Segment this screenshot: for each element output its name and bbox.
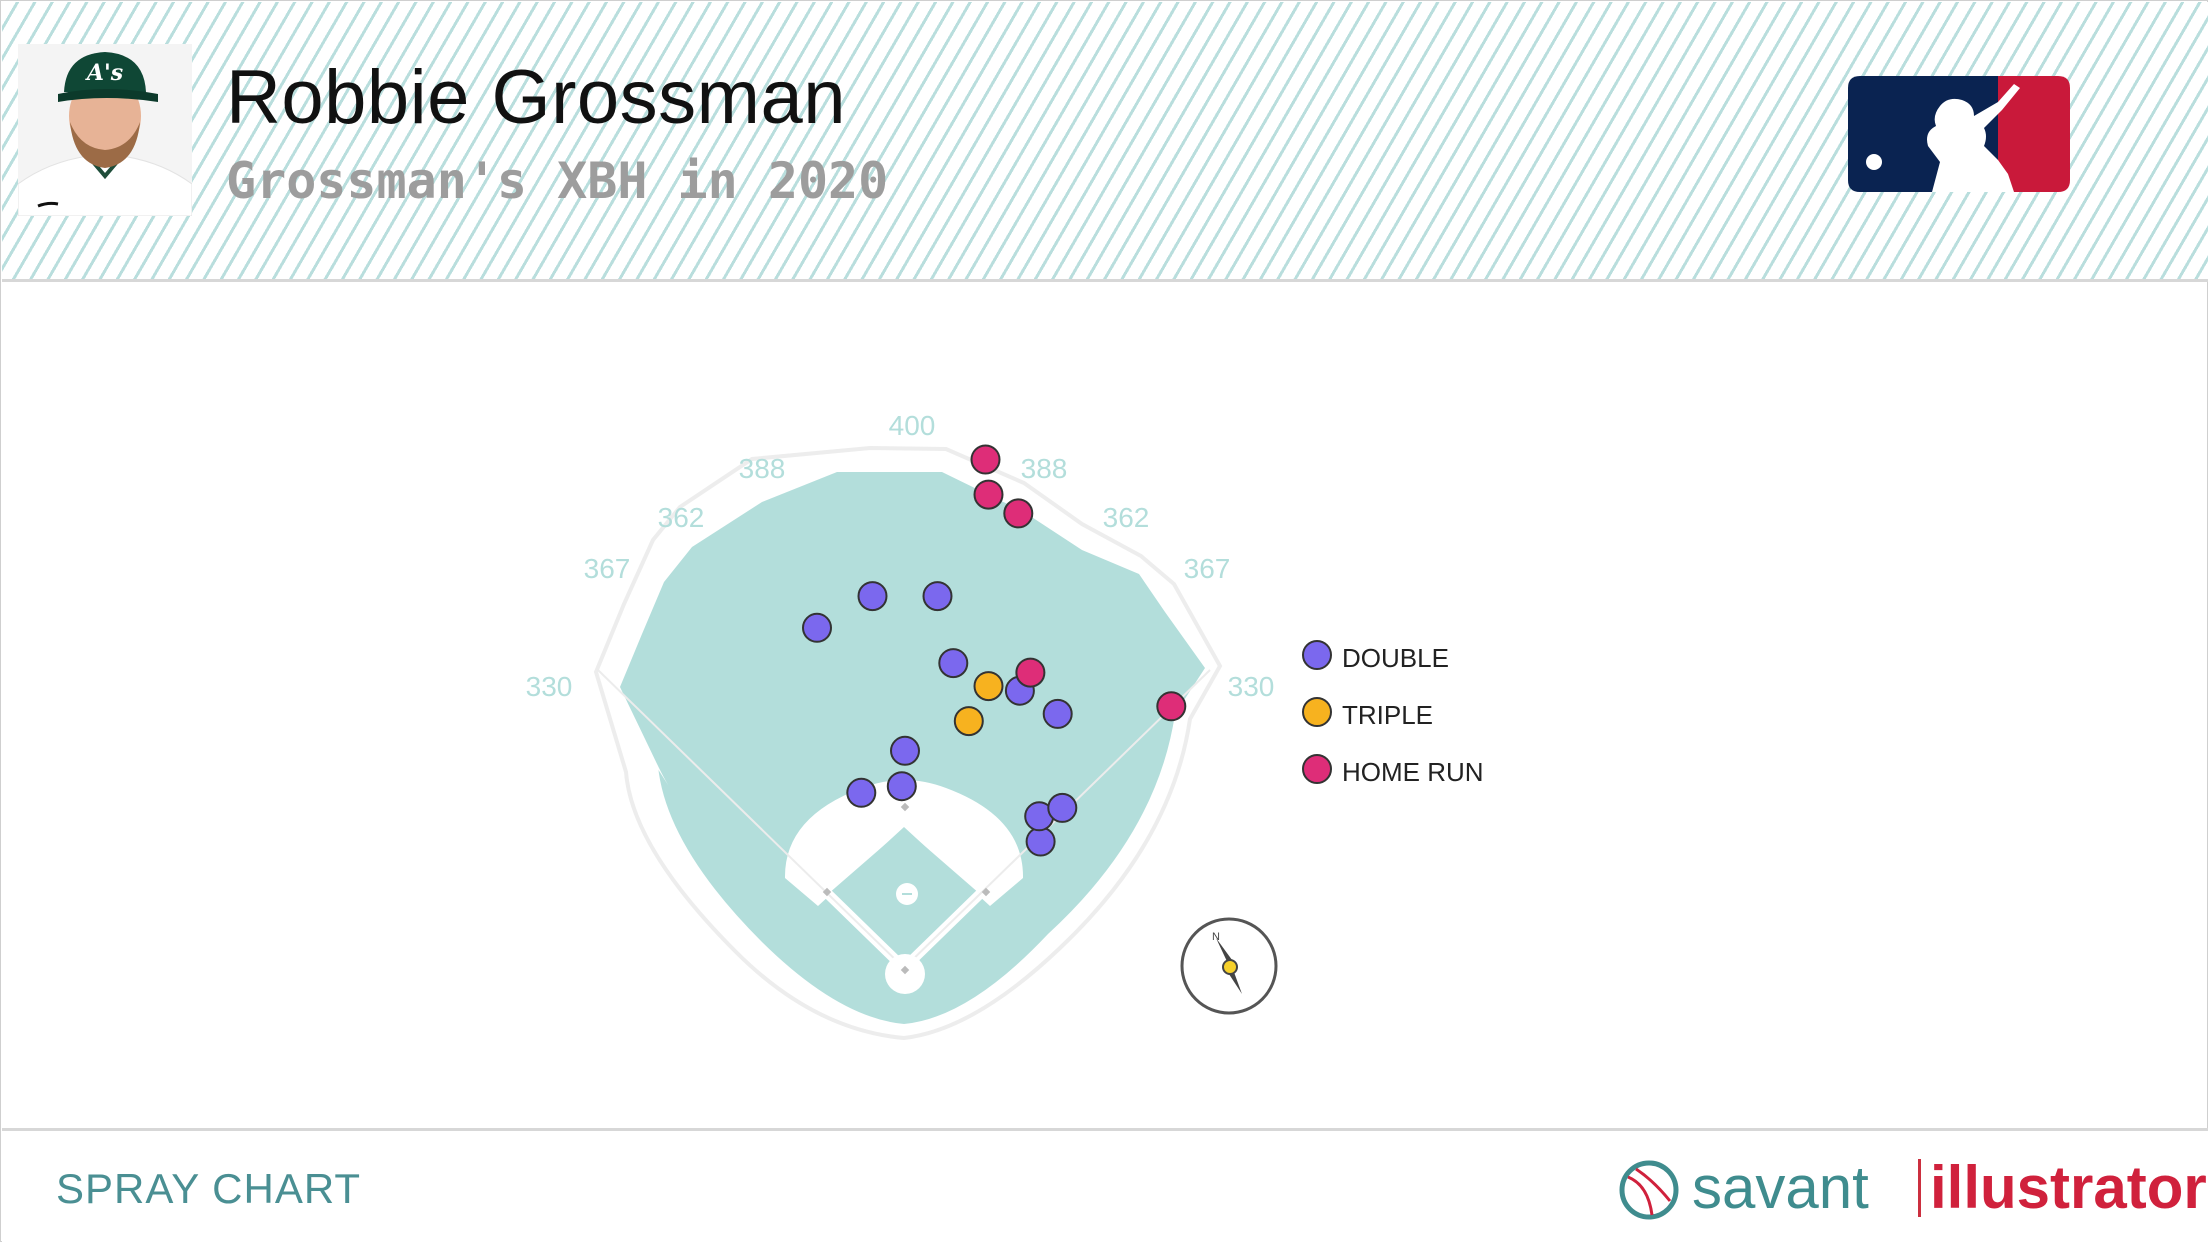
legend-swatch-triple [1302, 697, 1332, 727]
distance-label: 367 [1184, 553, 1231, 584]
svg-text:A's: A's [85, 60, 123, 86]
distance-label: 362 [1103, 502, 1150, 533]
hit-point-triple [973, 671, 1004, 702]
distance-label: 388 [1021, 453, 1068, 484]
compass-icon: N [1180, 917, 1278, 1015]
player-name: Robbie Grossman [226, 55, 846, 140]
distance-label: 330 [526, 671, 573, 702]
legend-label-triple: TRIPLE [1342, 700, 1434, 730]
legend-swatch-home-run [1302, 754, 1332, 784]
chart-subtitle: Grossman's XBH in 2020 [226, 152, 889, 210]
left-foul-area [596, 672, 670, 788]
distance-label: 388 [739, 453, 786, 484]
brand-separator [1918, 1159, 1921, 1217]
hit-point-home-run [973, 479, 1004, 510]
footer: SPRAY CHART savant illustrator [2, 1128, 2208, 1244]
mlb-logo [1848, 76, 2070, 192]
hit-point-double [802, 612, 832, 643]
infield-dirt [784, 780, 1024, 906]
wall-outline [593, 445, 1223, 1041]
header: A's Robbie Grossman Grossman's XBH in 20… [2, 2, 2208, 282]
hit-point-double [886, 771, 917, 802]
distance-label: 330 [1228, 671, 1275, 702]
player-avatar: A's [18, 44, 192, 216]
brand-savant: savant [1692, 1154, 1869, 1221]
legend-label-double: DOUBLE [1342, 643, 1449, 673]
first-base [981, 887, 991, 897]
chart-area: 330 367 362 388 400 388 362 367 330 N [2, 282, 2208, 1128]
hit-point-double [1042, 698, 1073, 729]
left-foul-line [597, 669, 905, 969]
hit-points [802, 444, 1187, 857]
savant-illustrator-logo: savant illustrator [1618, 1153, 2207, 1223]
hit-point-double [890, 735, 920, 766]
legend-label-home-run: HOME RUN [1342, 757, 1484, 787]
pitching-rubber [902, 893, 912, 895]
hit-point-triple [953, 706, 984, 737]
hit-point-double [922, 581, 953, 612]
spray-chart: 330 367 362 388 400 388 362 367 330 N [526, 410, 1278, 1041]
hit-point-double [1047, 792, 1078, 823]
brand-illustrator: illustrator [1930, 1154, 2207, 1221]
hit-point-home-run [970, 444, 1001, 475]
hit-point-home-run [1156, 691, 1187, 722]
baseball-icon [1619, 1160, 1679, 1220]
hit-point-double [938, 648, 969, 679]
distance-label: 400 [889, 410, 936, 441]
distance-label: 367 [584, 553, 631, 584]
hit-point-double [846, 777, 877, 808]
second-base [900, 802, 910, 812]
hit-point-double [857, 581, 888, 612]
svg-text:N: N [1212, 931, 1220, 943]
hit-point-home-run [1003, 498, 1034, 529]
hit-point-home-run [1015, 657, 1046, 688]
home-plate [900, 965, 910, 975]
footer-title: SPRAY CHART [56, 1165, 362, 1212]
third-base [822, 887, 832, 897]
legend-swatch-double [1302, 640, 1332, 670]
distance-label: 362 [658, 502, 705, 533]
hit-point-double [1025, 826, 1056, 857]
